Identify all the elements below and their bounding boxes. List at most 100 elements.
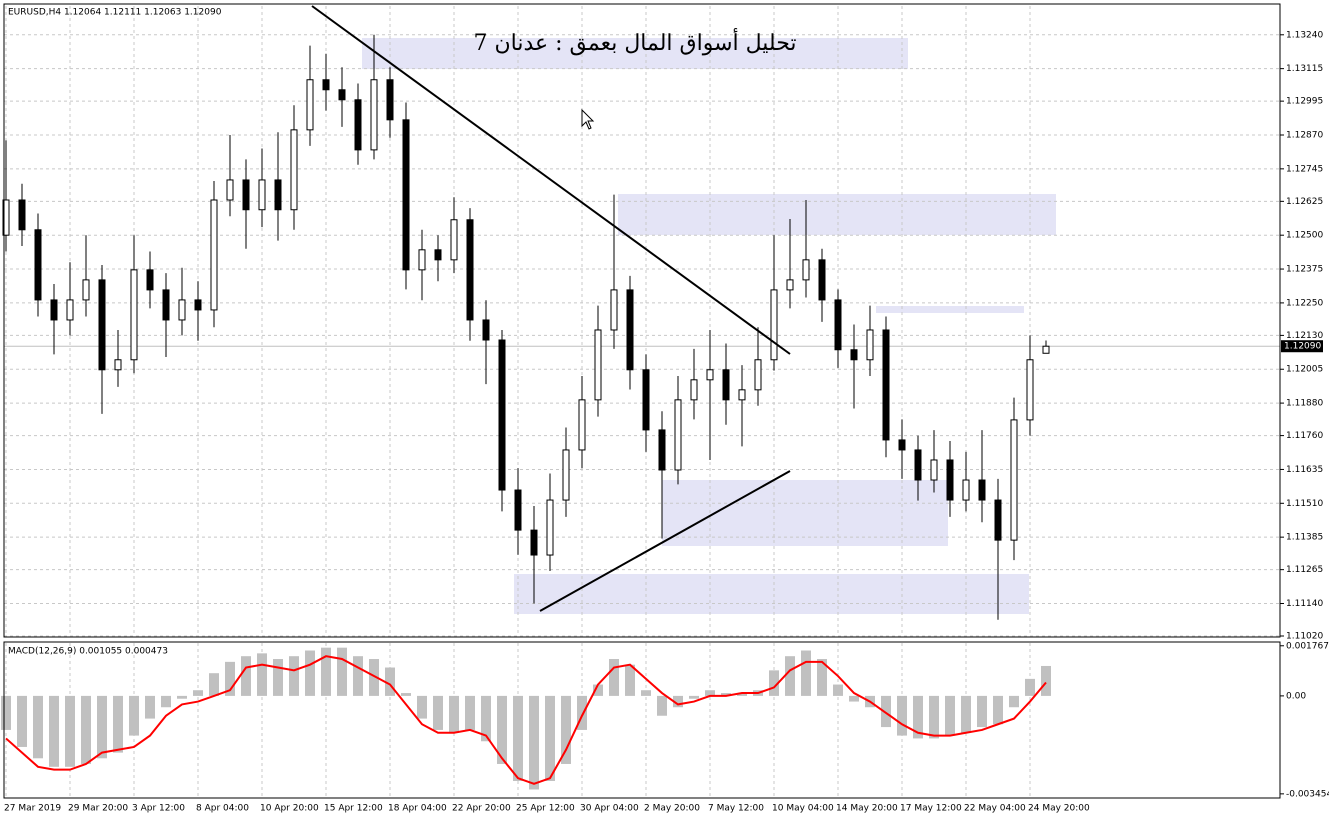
macd-bar — [945, 695, 955, 736]
y-tick-label: 1.12250 — [1286, 298, 1323, 308]
price-frame — [3, 3, 1281, 638]
macd-bar — [145, 695, 155, 719]
x-tick-label: 24 May 20:00 — [1028, 804, 1090, 814]
y-tick-label: 1.11760 — [1286, 431, 1323, 441]
candle-body — [242, 179, 250, 211]
candle-body — [402, 119, 410, 271]
macd-bar — [657, 695, 667, 716]
macd-bar — [241, 656, 251, 696]
candle-body — [754, 359, 762, 391]
candle-body — [946, 459, 954, 501]
macd-bar — [257, 653, 267, 696]
macd-bar — [321, 647, 331, 696]
macd-bar — [721, 693, 731, 696]
macd-bar — [577, 695, 587, 730]
candle-body — [386, 79, 394, 121]
macd-bar — [417, 695, 427, 719]
macd-bar — [49, 695, 59, 767]
macd-bar — [737, 693, 747, 696]
macd-bar — [593, 684, 603, 696]
candle-body — [306, 79, 314, 131]
y-tick-label: 1.11385 — [1286, 533, 1323, 543]
x-tick-label: 8 Apr 04:00 — [196, 804, 249, 814]
macd-bar — [705, 690, 715, 696]
candle-body — [770, 289, 778, 361]
zone — [362, 38, 908, 69]
candle-body — [818, 259, 826, 301]
candle-body — [434, 249, 442, 261]
macd-bar — [913, 695, 923, 739]
macd-bar — [113, 695, 123, 753]
y-tick-label: 1.12745 — [1286, 164, 1323, 174]
macd-bar — [1041, 665, 1051, 696]
macd-bar — [929, 695, 939, 739]
candle-body — [146, 269, 154, 291]
x-tick-label: 29 Mar 20:00 — [68, 804, 128, 814]
candle-body — [914, 449, 922, 481]
y-tick-label: -0.003454 — [1286, 789, 1329, 799]
candle-body — [450, 219, 458, 261]
candle-body — [642, 369, 650, 431]
x-tick-label: 7 May 12:00 — [708, 804, 764, 814]
macd-bar — [481, 695, 491, 742]
macd-bar — [449, 695, 459, 733]
candle-body — [594, 329, 602, 401]
y-tick-label: 1.13115 — [1286, 64, 1323, 74]
candle-body — [546, 499, 554, 556]
macd-bar — [465, 695, 475, 730]
macd-bar — [545, 695, 555, 781]
candle-body — [498, 339, 506, 491]
macd-bar — [881, 695, 891, 728]
candle-body — [370, 79, 378, 151]
candle-body — [210, 199, 218, 311]
x-tick-label: 14 May 20:00 — [836, 804, 898, 814]
macd-bar — [673, 695, 683, 708]
y-tick-label: 1.11140 — [1286, 599, 1323, 609]
candle-body — [850, 349, 858, 361]
macd-bar — [769, 670, 779, 696]
y-tick-label: 1.11880 — [1286, 399, 1323, 409]
macd-bar — [1, 695, 11, 730]
candle-body — [290, 129, 298, 211]
candle-body — [98, 279, 106, 371]
candle-body — [354, 99, 362, 151]
y-tick-label: 1.12995 — [1286, 97, 1323, 107]
trendline — [539, 470, 791, 612]
candle-body — [2, 199, 10, 236]
candle-body — [338, 89, 346, 101]
macd-bar — [1025, 678, 1035, 696]
candle-body — [706, 369, 714, 381]
macd-bar — [177, 695, 187, 699]
macd-bar — [497, 695, 507, 764]
candle-body — [322, 79, 330, 91]
macd-bar — [273, 659, 283, 696]
x-tick-label: 22 Apr 20:00 — [452, 804, 511, 814]
candle-body — [114, 359, 122, 371]
chart-annotation: تحليل أسواق المال بعمق : عدنان 7 — [473, 27, 796, 56]
candle-body — [978, 479, 986, 501]
candle-body — [530, 529, 538, 556]
candle-body — [82, 279, 90, 301]
plot-layer: 27 Mar 2019 29 Mar 20:00 3 Apr 12:00 8 Apr … — [1, 6, 1329, 814]
last-price-label: 1.12090 — [1284, 342, 1321, 352]
signal-line — [5, 655, 1047, 785]
candle-body — [882, 329, 890, 441]
macd-bar — [17, 695, 27, 747]
candle-body — [610, 289, 618, 331]
macd-bar — [65, 695, 75, 767]
macd-bar — [161, 695, 171, 708]
candle-body — [578, 399, 586, 451]
candle-body — [658, 429, 666, 471]
macd-bar — [849, 695, 859, 702]
candle-body — [1026, 359, 1034, 421]
y-tick-label: 1.11510 — [1286, 499, 1323, 509]
macd-bar — [209, 673, 219, 696]
x-tick-label: 18 Apr 04:00 — [388, 804, 447, 814]
macd-bar — [641, 690, 651, 696]
candle-body — [722, 369, 730, 401]
trendlines — [311, 5, 791, 612]
macd-bar — [513, 695, 523, 781]
y-tick-label: 1.12005 — [1286, 365, 1323, 375]
candle-body — [34, 229, 42, 301]
